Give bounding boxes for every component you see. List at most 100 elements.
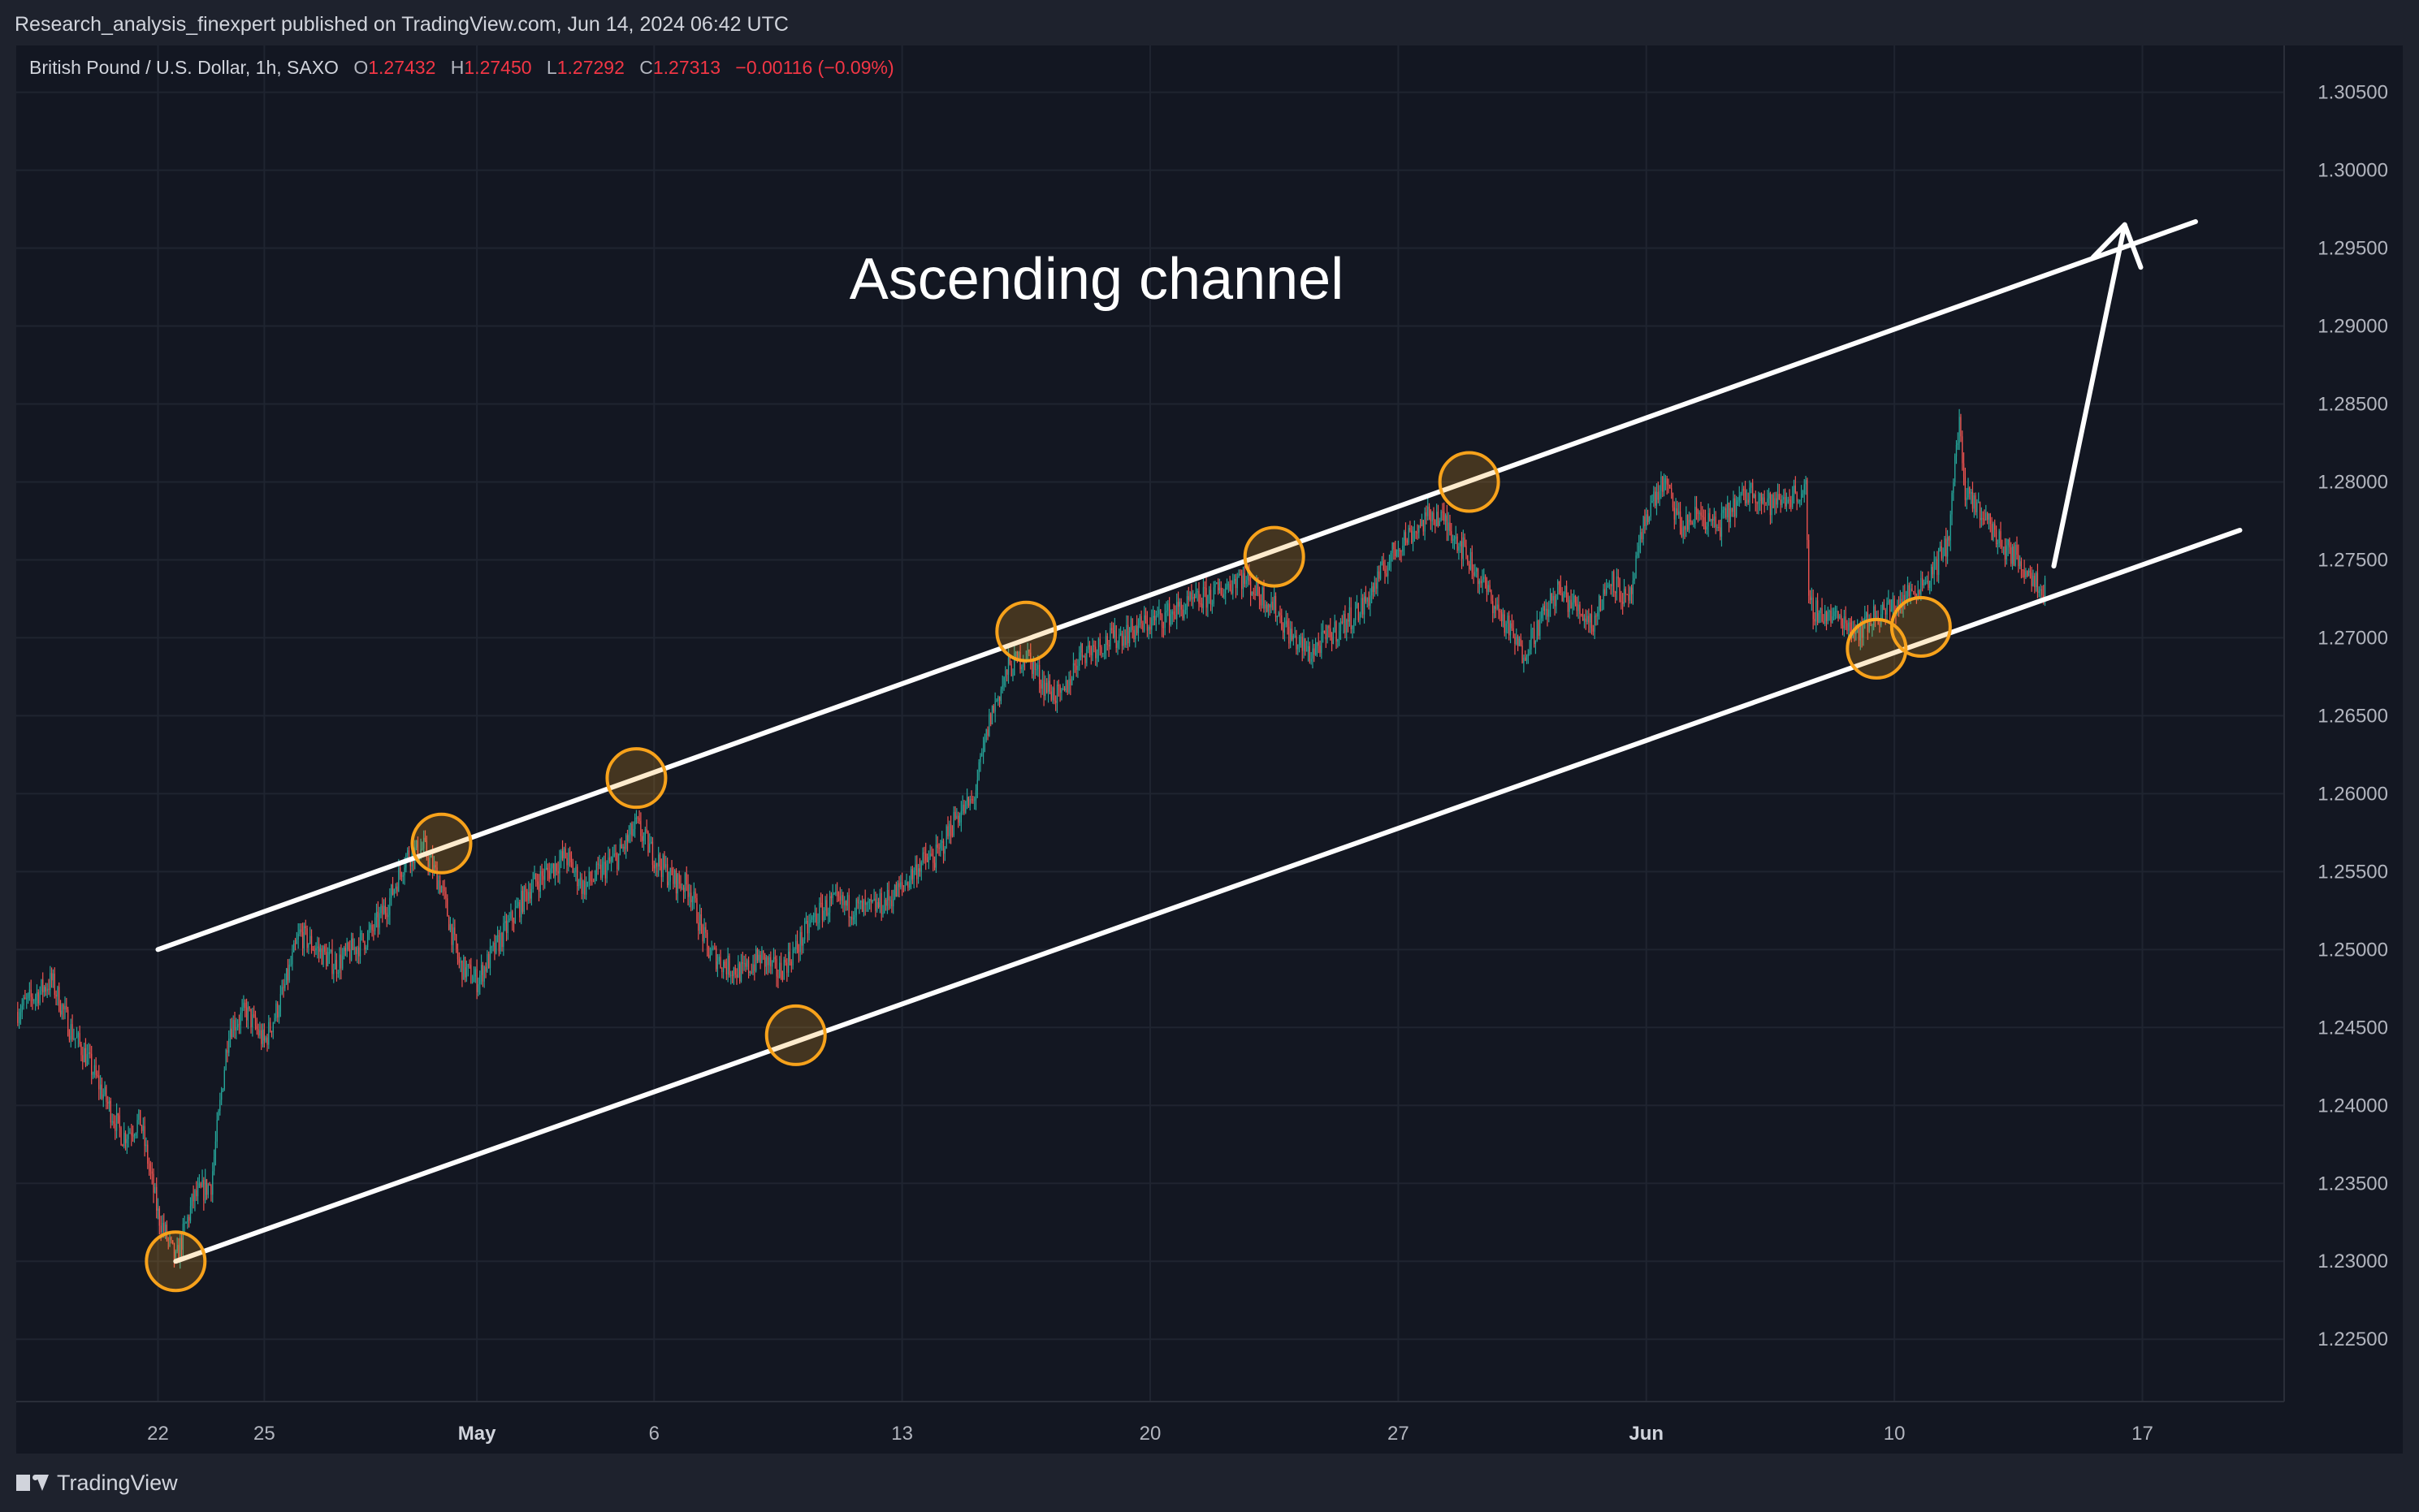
chart-panel[interactable]: 1.30500 1.30000 1.29500 1.29000 1.28500 1.280… [16,45,2403,1454]
candle-down [55,994,57,997]
candle-down [537,881,539,885]
candle-up [223,1069,225,1089]
candle-up [322,946,324,965]
candle-down [666,864,669,886]
candle-up [1211,603,1213,605]
candle-up [674,870,676,884]
candle-up [1225,587,1227,594]
candle-down [1987,512,1988,521]
candle-up [1682,526,1684,537]
candle-down [593,880,595,882]
candle-down [63,1004,64,1010]
candle-down [1145,615,1147,620]
candle-up [817,922,819,924]
candle-down [700,914,703,926]
candle-down [1205,588,1207,608]
candle-up [1314,647,1317,655]
candle-up [480,965,483,975]
candle-up [393,889,395,895]
candle-up [182,1224,184,1251]
candle-up [207,1184,209,1195]
candle-down [436,867,438,890]
candle-up [1267,604,1270,612]
candle-up [483,966,485,982]
candle-up [19,1012,22,1017]
y-tick-label: 1.24500 [2317,1017,2388,1039]
legend-low-value: 1.27292 [556,57,625,78]
channel-touch-circle [764,1004,827,1066]
candle-up [1202,587,1205,608]
candle-up [1573,595,1575,603]
candle-up [1569,599,1570,612]
candle-up [1427,506,1429,516]
candle-down [488,953,490,969]
candle-down [963,804,965,813]
candle-up [129,1132,131,1134]
candle-up [1424,512,1426,532]
candle-down [972,799,974,801]
candle-down [457,948,459,960]
candle-down [686,873,687,885]
candle-down [188,1216,190,1221]
candle-up [296,940,298,944]
candle-up [1980,517,1983,521]
candle-down [954,811,956,819]
candle-down [1669,485,1671,489]
x-tick-label: 17 [2131,1423,2153,1445]
candle-down [1617,576,1619,579]
legend-symbol[interactable]: British Pound / U.S. Dollar, 1h, SAXO [29,57,339,78]
candle-up [1158,609,1160,614]
candle-down [266,1037,268,1045]
candle-up [727,955,729,974]
candle-up [1245,580,1247,585]
candle-down [91,1053,93,1075]
candle-up [503,922,504,948]
candle-up [1557,581,1559,595]
candle-up [829,896,831,913]
candle-up [1890,609,1893,612]
candle-down [469,964,470,966]
candle-up [610,860,612,862]
candle-up [985,729,987,741]
candle-up [232,1020,234,1038]
candle-down [1210,590,1212,604]
x-tick-label: 22 [147,1423,169,1445]
candle-down [1913,591,1915,593]
publisher-line: Research_analysis_finexpert published on… [0,0,2419,45]
candle-down [1288,626,1290,644]
candle-down [877,902,880,908]
candle-up [449,924,452,931]
candle-down [95,1065,97,1075]
candle-up [819,902,820,923]
candle-down [1016,652,1019,659]
price-chart[interactable]: 1.30500 1.30000 1.29500 1.29000 1.28500 1.280… [16,45,2403,1454]
candle-down [1885,609,1886,615]
candle-down [690,892,692,903]
candle-up [2007,539,2009,546]
candle-up [1321,632,1322,654]
candle-down [445,891,447,899]
candle-up [1832,616,1833,623]
candle-up [1792,494,1794,508]
candle-up [1195,592,1197,598]
candle-down [1581,614,1582,616]
candle-down [820,902,822,904]
candle-up [944,848,946,854]
candle-up [1312,648,1313,659]
candle-down [1561,593,1563,602]
candle-down [244,1002,246,1009]
tradingview-brand[interactable]: TradingView [16,1465,178,1501]
candle-down [651,841,654,866]
candle-up [474,969,476,977]
candle-up [1003,677,1005,686]
candle-up [1027,649,1028,660]
candle-down [1254,594,1256,596]
candle-up [379,913,380,928]
candle-down [708,945,710,958]
candle-down [1467,555,1469,565]
candle-up [779,962,781,978]
candle-up [1660,477,1662,491]
candle-down [1619,578,1621,601]
candle-down [180,1238,183,1251]
candle-down [675,870,677,894]
